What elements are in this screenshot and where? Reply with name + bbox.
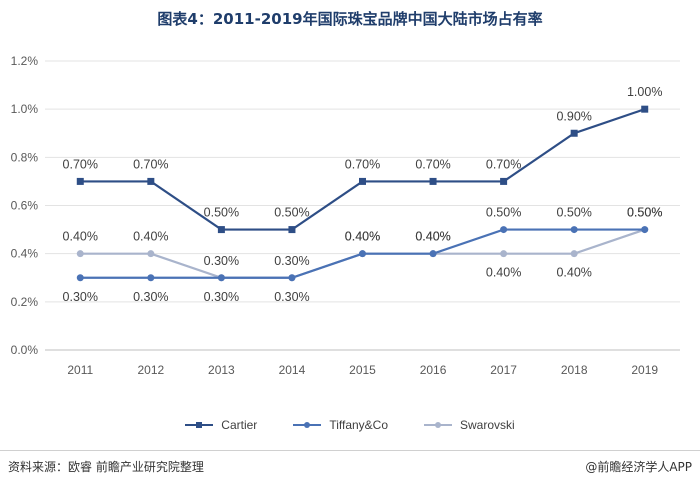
x-tick-label: 2017 [490, 363, 517, 377]
data-label: 0.30% [133, 290, 168, 304]
data-label: 0.30% [63, 290, 98, 304]
data-label: 0.50% [627, 206, 662, 220]
credit-note: @前瞻经济学人APP [585, 460, 692, 474]
x-tick-label: 2012 [137, 363, 164, 377]
data-point [76, 177, 84, 185]
data-point [147, 274, 155, 282]
data-point [429, 177, 437, 185]
data-point [217, 274, 225, 282]
line-chart: 0.0%0.2%0.4%0.6%0.8%1.0%1.2% 2011 2012 201… [11, 54, 680, 377]
legend-label-swarovski: Swarovski [460, 418, 515, 432]
data-point [288, 226, 296, 234]
data-label: 0.30% [274, 290, 309, 304]
swarovski-swatch-icon [424, 419, 453, 431]
x-tick-label: 2019 [631, 363, 658, 377]
y-axis: 0.0% 0.2% 0.4% 0.6% 0.8% 1.0% 1.2% [11, 54, 39, 357]
data-point [288, 274, 296, 282]
y-tick-label: 0.8% [11, 150, 39, 164]
data-point [217, 226, 225, 234]
data-label: 0.40% [486, 266, 521, 280]
data-point [429, 250, 437, 258]
data-label: 0.40% [556, 266, 591, 280]
x-tick-label: 2011 [67, 363, 93, 377]
data-label: 0.70% [486, 157, 521, 171]
data-point [147, 250, 155, 258]
x-tick-label: 2014 [279, 363, 306, 377]
data-point [641, 105, 649, 113]
data-label: 0.40% [415, 230, 450, 244]
source-note: 资料来源：欧睿 前瞻产业研究院整理 [8, 460, 204, 474]
data-label: 0.70% [133, 157, 168, 171]
data-point [570, 250, 578, 258]
x-tick-label: 2016 [420, 363, 447, 377]
y-tick-label: 1.0% [11, 102, 39, 116]
data-point [570, 226, 578, 234]
data-label: 0.50% [486, 206, 521, 220]
data-label: 0.30% [274, 254, 309, 268]
data-label: 0.50% [274, 206, 309, 220]
legend-label-tiffany: Tiffany&Co [329, 418, 389, 432]
data-point [359, 250, 366, 258]
y-tick-label: 0.2% [11, 295, 39, 309]
data-label: 0.40% [63, 230, 98, 244]
data-label: 0.50% [627, 206, 662, 220]
data-label: 0.50% [204, 206, 239, 220]
data-label: 0.90% [556, 109, 591, 123]
x-tick-label: 2015 [349, 363, 376, 377]
x-tick-label: 2018 [561, 363, 588, 377]
data-point [500, 226, 508, 234]
data-point [500, 250, 508, 258]
data-label: 0.40% [345, 230, 380, 244]
x-tick-label: 2013 [208, 363, 235, 377]
chart-title: 图表4：2011-2019年国际珠宝品牌中国大陆市场占有率 [157, 10, 543, 28]
y-tick-label: 0.0% [11, 343, 39, 357]
data-point [641, 226, 649, 234]
legend-item-cartier: Cartier [185, 418, 257, 432]
data-label: 0.70% [345, 157, 380, 171]
data-point [147, 177, 155, 185]
data-point [76, 274, 84, 282]
y-tick-label: 0.4% [11, 247, 39, 261]
legend-item-swarovski: Swarovski [424, 418, 515, 432]
y-tick-label: 1.2% [11, 54, 39, 68]
data-label: 0.30% [204, 254, 239, 268]
data-label: 0.70% [415, 157, 450, 171]
data-label: 0.40% [345, 230, 380, 244]
y-tick-label: 0.6% [11, 199, 39, 213]
data-label: 0.70% [63, 157, 98, 171]
data-point [570, 129, 578, 137]
legend-item-tiffany: Tiffany&Co [293, 418, 388, 432]
series-lines [76, 105, 649, 282]
data-label: 0.30% [204, 290, 239, 304]
data-point [76, 250, 84, 258]
data-label: 1.00% [627, 85, 662, 99]
data-point [359, 177, 366, 185]
data-label: 0.40% [415, 230, 450, 244]
footer-divider [0, 450, 700, 451]
data-label: 0.50% [556, 206, 591, 220]
x-axis: 2011 2012 2013 2014 2015 2016 2017 2018 2019 [67, 363, 658, 377]
legend-label-cartier: Cartier [221, 418, 258, 432]
tiffany-swatch-icon [293, 419, 322, 431]
data-labels: 0.70% 0.70% 0.50% 0.50% 0.70% 0.70% 0.70% 0.90%… [63, 85, 663, 304]
data-point [500, 177, 508, 185]
legend: Cartier Tiffany&Co Swarovski [0, 418, 700, 432]
cartier-swatch-icon [185, 419, 214, 431]
data-label: 0.40% [133, 230, 168, 244]
